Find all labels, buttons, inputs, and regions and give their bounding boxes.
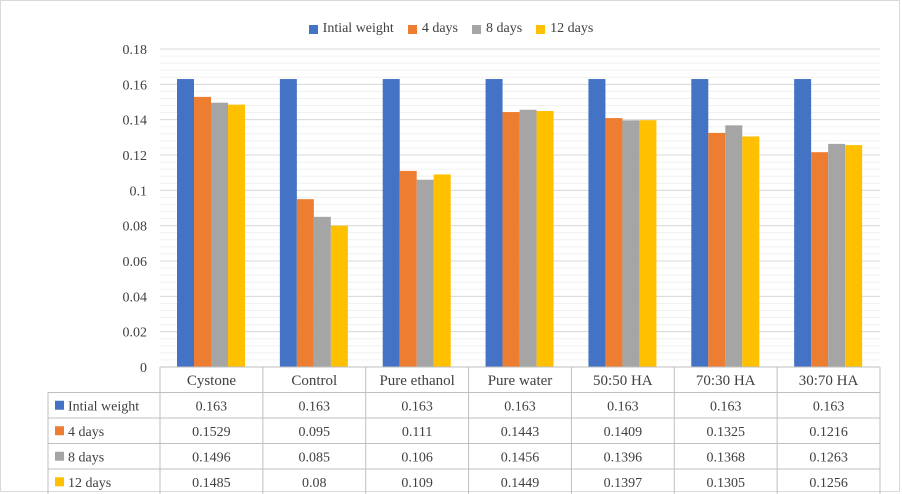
bar bbox=[194, 96, 211, 368]
bar bbox=[691, 79, 709, 368]
table-value: 0.106 bbox=[401, 450, 433, 465]
table-value: 0.1216 bbox=[809, 425, 848, 440]
bar bbox=[485, 79, 503, 368]
bar bbox=[382, 79, 400, 368]
table-legend-key bbox=[55, 477, 64, 487]
bar bbox=[845, 145, 863, 367]
table-value: 0.163 bbox=[401, 399, 433, 414]
y-tick-label: 0.08 bbox=[123, 220, 148, 235]
bar bbox=[416, 179, 434, 367]
x-category-label: 50:50 HA bbox=[593, 373, 653, 389]
table-legend-key bbox=[55, 426, 64, 436]
legend-swatch bbox=[471, 24, 481, 34]
bar bbox=[725, 125, 743, 367]
table-value: 0.1496 bbox=[192, 450, 231, 465]
bar bbox=[794, 79, 812, 368]
table-value: 0.1396 bbox=[604, 450, 643, 465]
bar bbox=[708, 132, 726, 367]
bar bbox=[330, 225, 348, 367]
table-series-name: 4 days bbox=[68, 425, 104, 440]
table-value: 0.109 bbox=[401, 476, 433, 491]
bar bbox=[177, 79, 194, 368]
legend-label: Intial weight bbox=[322, 21, 394, 36]
table-value: 0.095 bbox=[299, 425, 331, 440]
bar bbox=[399, 170, 417, 367]
table-value: 0.1397 bbox=[604, 476, 643, 491]
x-category-label: Cystone bbox=[187, 373, 237, 389]
table-value: 0.1368 bbox=[706, 450, 745, 465]
table-value: 0.163 bbox=[710, 399, 742, 414]
y-tick-label: 0 bbox=[140, 361, 147, 376]
bar bbox=[433, 174, 451, 367]
legend-item: 12 days bbox=[536, 21, 593, 37]
bar bbox=[811, 152, 829, 367]
table-value: 0.163 bbox=[504, 399, 536, 414]
bar bbox=[502, 112, 520, 367]
table-value: 0.1325 bbox=[706, 425, 745, 440]
x-category-label: 70:30 HA bbox=[696, 373, 756, 389]
bar bbox=[605, 118, 623, 368]
table-series-name: Intial weight bbox=[68, 399, 139, 414]
legend-swatch bbox=[407, 24, 417, 34]
table-value: 0.08 bbox=[302, 476, 327, 491]
legend-label: 8 days bbox=[485, 21, 523, 36]
legend-label: 4 days bbox=[421, 21, 458, 36]
bar bbox=[742, 136, 760, 367]
table-value: 0.1256 bbox=[809, 476, 848, 491]
bar bbox=[588, 79, 606, 368]
bar bbox=[279, 79, 297, 368]
x-category-label: Control bbox=[291, 373, 337, 389]
legend-swatch bbox=[308, 24, 318, 34]
table-value: 0.1409 bbox=[604, 425, 643, 440]
x-category-label: Pure water bbox=[488, 373, 553, 389]
table-value: 0.1263 bbox=[809, 450, 848, 465]
table-value: 0.1529 bbox=[192, 425, 231, 440]
bar bbox=[639, 120, 657, 368]
y-tick-label: 0.12 bbox=[123, 149, 148, 164]
bar bbox=[536, 111, 554, 367]
table-legend-key bbox=[55, 400, 64, 410]
x-category-label: 30:70 HA bbox=[799, 373, 859, 389]
y-tick-label: 0.14 bbox=[123, 114, 148, 129]
table-value: 0.163 bbox=[607, 399, 639, 414]
legend: Intial weight 4 days 8 days 12 days bbox=[0, 18, 902, 40]
table-value: 0.163 bbox=[196, 399, 228, 414]
legend-item: 8 days bbox=[471, 21, 523, 37]
y-tick-label: 0.06 bbox=[123, 255, 148, 270]
y-tick-label: 0.1 bbox=[130, 184, 148, 199]
table-value: 0.163 bbox=[813, 399, 845, 414]
bar bbox=[313, 216, 331, 367]
table-value: 0.1305 bbox=[706, 476, 745, 491]
table-value: 0.1449 bbox=[501, 476, 540, 491]
table-series-name: 8 days bbox=[68, 450, 104, 465]
x-category-label: Pure ethanol bbox=[379, 373, 454, 389]
bar bbox=[828, 143, 846, 367]
table-value: 0.163 bbox=[299, 399, 331, 414]
legend-label: 12 days bbox=[550, 21, 594, 36]
bar bbox=[211, 102, 228, 367]
table-legend-key bbox=[55, 451, 64, 461]
legend-item: 4 days bbox=[407, 21, 458, 37]
y-tick-label: 0.02 bbox=[123, 326, 148, 341]
y-tick-label: 0.16 bbox=[123, 78, 148, 93]
bar bbox=[296, 199, 314, 367]
table-value: 0.111 bbox=[402, 425, 432, 440]
table-value: 0.1456 bbox=[501, 450, 540, 465]
bar bbox=[622, 120, 640, 367]
legend-swatch bbox=[536, 24, 546, 34]
bar bbox=[228, 104, 245, 368]
legend-item: Intial weight bbox=[308, 21, 394, 37]
table-series-name: 12 days bbox=[68, 476, 111, 491]
table-value: 0.085 bbox=[299, 450, 331, 465]
y-tick-label: 0.18 bbox=[123, 43, 148, 58]
table-value: 0.1485 bbox=[192, 476, 231, 491]
bar bbox=[519, 109, 537, 368]
y-tick-label: 0.04 bbox=[123, 290, 148, 305]
table-value: 0.1443 bbox=[501, 425, 540, 440]
